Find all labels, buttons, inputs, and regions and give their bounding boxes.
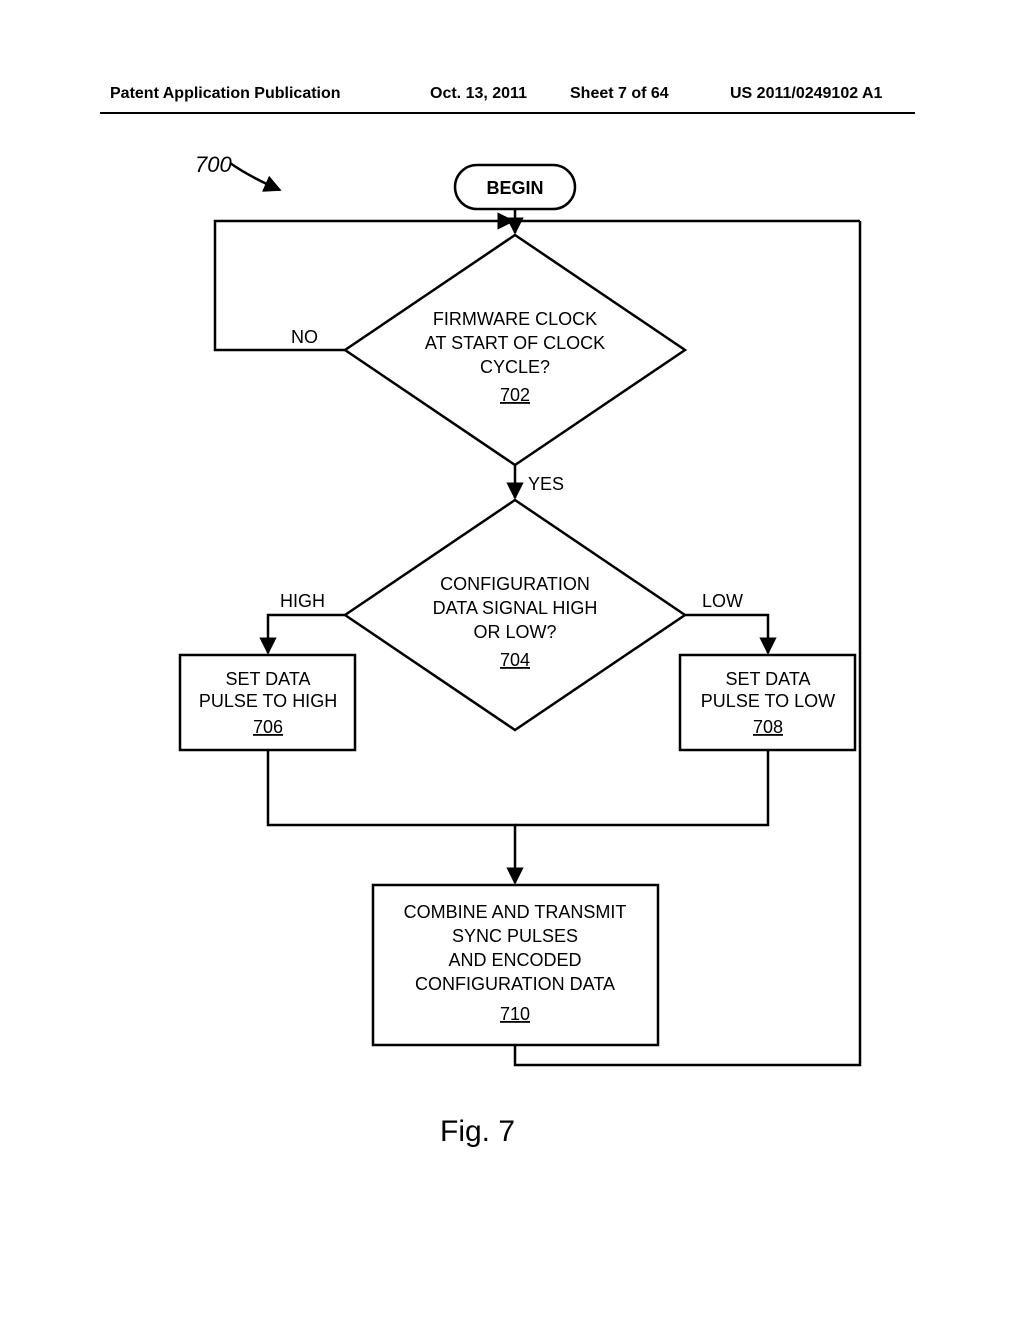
b710-line2: SYNC PULSES — [452, 926, 578, 946]
ref-700-pointer — [230, 163, 280, 190]
edge-d704-high-label: HIGH — [280, 591, 325, 611]
d704-line1: CONFIGURATION — [440, 574, 590, 594]
d704-ref: 704 — [500, 650, 530, 670]
b708-line2: PULSE TO LOW — [701, 691, 835, 711]
edge-d702-no — [215, 221, 513, 350]
b706-line2: PULSE TO HIGH — [199, 691, 337, 711]
b710-ref: 710 — [500, 1004, 530, 1024]
node-begin-label: BEGIN — [486, 178, 543, 198]
b706-line1: SET DATA — [225, 669, 310, 689]
page: Patent Application Publication Oct. 13, … — [0, 0, 1024, 1320]
edge-d704-low — [685, 615, 768, 653]
edge-d702-yes-label: YES — [528, 474, 564, 494]
d702-line1: FIRMWARE CLOCK — [433, 309, 597, 329]
edge-d702-no-label: NO — [291, 327, 318, 347]
d704-line2: DATA SIGNAL HIGH — [433, 598, 598, 618]
d704-line3: OR LOW? — [473, 622, 556, 642]
b710-line4: CONFIGURATION DATA — [415, 974, 615, 994]
figure-label: Fig. 7 — [440, 1115, 515, 1149]
b710-line3: AND ENCODED — [448, 950, 581, 970]
d702-line2: AT START OF CLOCK — [425, 333, 605, 353]
edge-b708-join — [515, 750, 768, 825]
header-publication: Patent Application Publication — [110, 85, 341, 103]
header-sheet: Sheet 7 of 64 — [570, 85, 669, 103]
d702-line3: CYCLE? — [480, 357, 550, 377]
edge-d704-low-label: LOW — [702, 591, 743, 611]
b706-ref: 706 — [253, 717, 283, 737]
header-date: Oct. 13, 2011 — [430, 85, 527, 103]
d702-ref: 702 — [500, 385, 530, 405]
flowchart: BEGIN FIRMWARE CLOCK AT START OF CLOCK C… — [120, 145, 890, 1085]
edge-d704-high — [268, 615, 345, 653]
b708-line1: SET DATA — [725, 669, 810, 689]
b710-line1: COMBINE AND TRANSMIT — [404, 902, 627, 922]
header-pubno: US 2011/0249102 A1 — [730, 85, 882, 103]
b708-ref: 708 — [753, 717, 783, 737]
edge-b706-b710 — [268, 750, 515, 883]
header-rule — [100, 112, 915, 114]
